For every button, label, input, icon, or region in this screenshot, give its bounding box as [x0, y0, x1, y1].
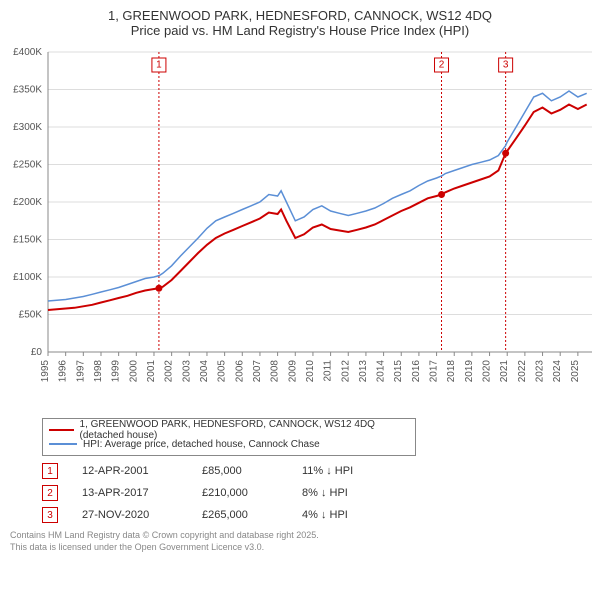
title-line-1: 1, GREENWOOD PARK, HEDNESFORD, CANNOCK, … — [0, 8, 600, 23]
legend-label: HPI: Average price, detached house, Cann… — [83, 439, 320, 450]
sale-marker-icon: 2 — [42, 485, 58, 501]
sales-row: 2 13-APR-2017 £210,000 8% ↓ HPI — [42, 482, 590, 504]
svg-text:1998: 1998 — [93, 360, 104, 383]
svg-text:2024: 2024 — [552, 360, 563, 383]
svg-text:£150K: £150K — [13, 235, 42, 246]
legend: 1, GREENWOOD PARK, HEDNESFORD, CANNOCK, … — [42, 418, 416, 456]
svg-text:£250K: £250K — [13, 160, 42, 171]
sale-date: 27-NOV-2020 — [82, 509, 202, 521]
svg-text:2022: 2022 — [517, 360, 528, 383]
sales-row: 1 12-APR-2001 £85,000 11% ↓ HPI — [42, 460, 590, 482]
footer-attribution: Contains HM Land Registry data © Crown c… — [10, 530, 590, 553]
legend-swatch — [49, 443, 77, 445]
svg-text:2012: 2012 — [340, 360, 351, 383]
svg-text:3: 3 — [503, 60, 509, 71]
sale-price: £85,000 — [202, 465, 302, 477]
sale-price: £265,000 — [202, 509, 302, 521]
svg-text:£200K: £200K — [13, 197, 42, 208]
footer-line-2: This data is licensed under the Open Gov… — [10, 542, 590, 554]
sales-table: 1 12-APR-2001 £85,000 11% ↓ HPI 2 13-APR… — [42, 460, 590, 526]
sale-delta: 4% ↓ HPI — [302, 509, 412, 521]
svg-text:£400K: £400K — [13, 47, 42, 58]
line-chart-svg: £0 £50K £100K £150K £200K £250K £300K £350K £400… — [0, 42, 600, 412]
sale-delta: 11% ↓ HPI — [302, 465, 412, 477]
chart-container: 1, GREENWOOD PARK, HEDNESFORD, CANNOCK, … — [0, 0, 600, 553]
svg-text:2016: 2016 — [411, 360, 422, 383]
svg-text:2003: 2003 — [181, 360, 192, 383]
svg-text:2000: 2000 — [128, 360, 139, 383]
svg-text:2010: 2010 — [305, 360, 316, 383]
chart-plot-area: £0 £50K £100K £150K £200K £250K £300K £350K £400… — [0, 42, 600, 412]
sale-marker-icon: 1 — [42, 463, 58, 479]
svg-text:1997: 1997 — [75, 360, 86, 383]
chart-title: 1, GREENWOOD PARK, HEDNESFORD, CANNOCK, … — [0, 0, 600, 42]
svg-text:1996: 1996 — [58, 360, 69, 383]
svg-text:1: 1 — [156, 60, 162, 71]
sale-marker-icon: 3 — [42, 507, 58, 523]
svg-text:£350K: £350K — [13, 85, 42, 96]
svg-text:2014: 2014 — [376, 360, 387, 383]
svg-text:2015: 2015 — [393, 360, 404, 383]
svg-text:2019: 2019 — [464, 360, 475, 383]
legend-item: 1, GREENWOOD PARK, HEDNESFORD, CANNOCK, … — [49, 423, 409, 437]
svg-text:£100K: £100K — [13, 272, 42, 283]
svg-text:2004: 2004 — [199, 360, 210, 383]
svg-text:1995: 1995 — [40, 360, 51, 383]
svg-text:2020: 2020 — [482, 360, 493, 383]
svg-text:2018: 2018 — [446, 360, 457, 383]
legend-swatch — [49, 429, 74, 431]
svg-text:2007: 2007 — [252, 360, 263, 383]
svg-text:2009: 2009 — [287, 360, 298, 383]
sale-delta: 8% ↓ HPI — [302, 487, 412, 499]
svg-text:2017: 2017 — [429, 360, 440, 383]
title-line-2: Price paid vs. HM Land Registry's House … — [0, 23, 600, 38]
sale-price: £210,000 — [202, 487, 302, 499]
svg-text:£0: £0 — [31, 347, 43, 358]
svg-text:£300K: £300K — [13, 122, 42, 133]
footer-line-1: Contains HM Land Registry data © Crown c… — [10, 530, 590, 542]
svg-text:2013: 2013 — [358, 360, 369, 383]
svg-text:2006: 2006 — [234, 360, 245, 383]
svg-text:£50K: £50K — [19, 310, 43, 321]
svg-text:2: 2 — [439, 60, 445, 71]
svg-text:2021: 2021 — [499, 360, 510, 383]
svg-text:2025: 2025 — [570, 360, 581, 383]
sale-date: 12-APR-2001 — [82, 465, 202, 477]
svg-text:2005: 2005 — [217, 360, 228, 383]
svg-text:2023: 2023 — [535, 360, 546, 383]
svg-text:2002: 2002 — [164, 360, 175, 383]
svg-text:2001: 2001 — [146, 360, 157, 383]
svg-text:2008: 2008 — [270, 360, 281, 383]
sale-date: 13-APR-2017 — [82, 487, 202, 499]
sales-row: 3 27-NOV-2020 £265,000 4% ↓ HPI — [42, 504, 590, 526]
svg-text:2011: 2011 — [323, 360, 334, 382]
svg-text:1999: 1999 — [111, 360, 122, 383]
